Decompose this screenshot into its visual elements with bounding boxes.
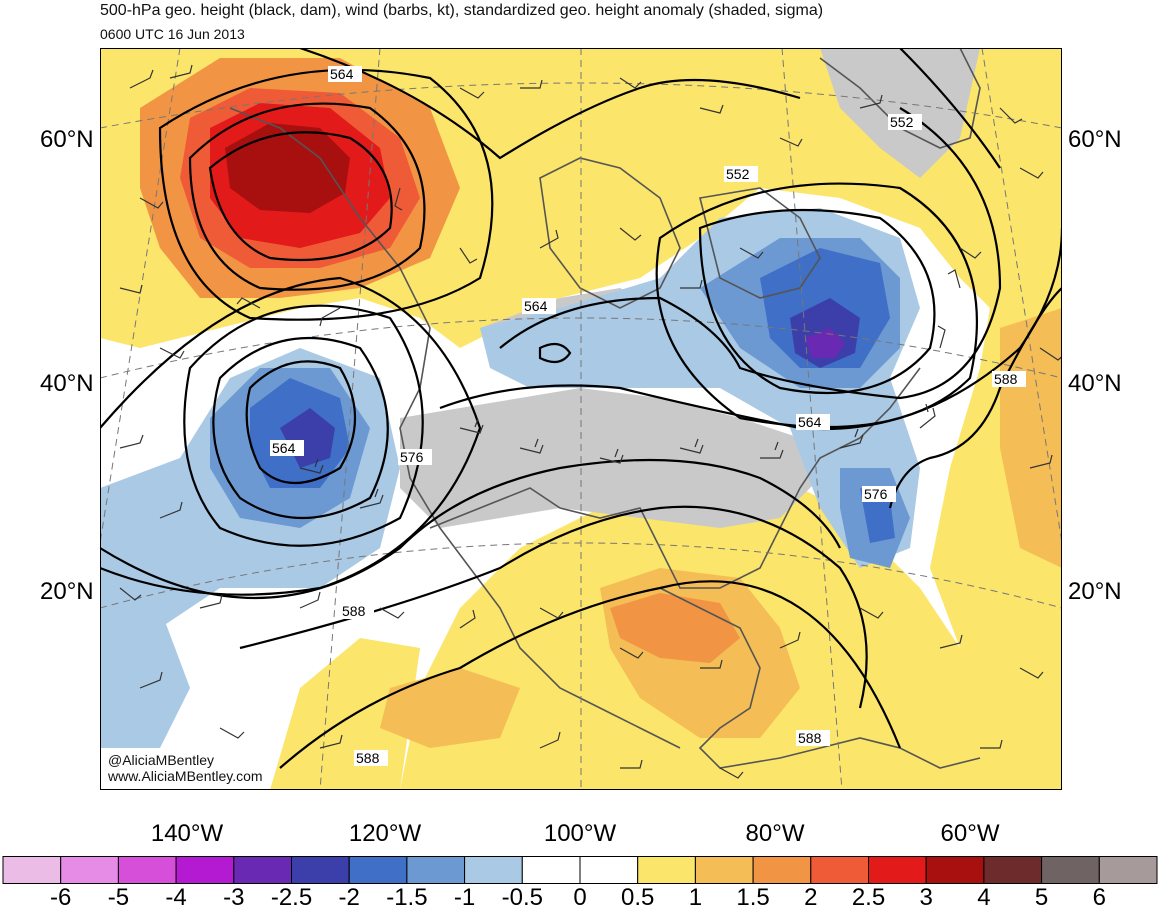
lon-label: 120°W — [348, 820, 422, 847]
lat-label-left: 60°N — [40, 126, 94, 153]
colorbar-swatch — [233, 856, 293, 884]
coastlines — [229, 48, 981, 769]
anomaly-dark-red-alaska — [225, 123, 350, 213]
contour-label: 564 — [272, 440, 296, 456]
contour-label: 564 — [524, 298, 548, 314]
contour-label-bg — [340, 603, 374, 619]
colorbar-label: -5 — [107, 884, 130, 911]
lon-label: 60°W — [940, 820, 1000, 847]
lat-label-right: 60°N — [1068, 126, 1122, 153]
anomaly-light-blue-southwest — [100, 608, 190, 748]
contour-label-bg — [270, 440, 304, 456]
contour-label: 576 — [864, 486, 888, 502]
credit-handle: @AliciaMBentley — [108, 752, 215, 768]
colorbar-label: 4 — [977, 884, 991, 911]
contour-label-bg — [724, 166, 758, 182]
map-title: 500-hPa geo. height (black, dam), wind (… — [100, 2, 824, 19]
anomaly-orange-pacific — [380, 668, 520, 748]
contour-label-bg — [992, 371, 1026, 387]
colorbar-swatch — [175, 856, 235, 884]
map-frame — [100, 48, 1062, 790]
colorbar-label: -6 — [50, 884, 72, 911]
colorbar-swatch — [1041, 856, 1100, 884]
contour-label: 552 — [726, 166, 750, 182]
lat-label-right: 40°N — [1068, 370, 1122, 397]
contour-label-bg — [796, 414, 830, 430]
map-valid-time: 0600 UTC 16 Jun 2013 — [100, 26, 245, 42]
contour-label-bg — [888, 114, 922, 130]
contour-label: 588 — [342, 603, 366, 619]
contour-label: 564 — [798, 414, 822, 430]
colorbar-swatch — [521, 856, 581, 884]
lat-label-left: 20°N — [40, 578, 94, 605]
colorbar-swatch — [752, 856, 812, 884]
colorbar-label: 6 — [1092, 884, 1106, 911]
colorbar-label: -1.5 — [386, 884, 428, 911]
colorbar-swatch — [464, 856, 523, 884]
contour-label-bg — [796, 730, 830, 746]
colorbar-swatch — [810, 856, 869, 884]
lon-label: 100°W — [543, 820, 617, 847]
wind-barbs — [119, 64, 1062, 779]
weather-map: 564 552 552 564 564 576 564 576 588 588 … — [100, 48, 1062, 790]
colorbar-swatch — [348, 856, 408, 884]
colorbar-label: -2.5 — [270, 884, 313, 911]
contour-label-bg — [398, 449, 432, 465]
colorbar-swatch — [983, 856, 1043, 884]
contour-labels: 564 552 552 564 564 576 564 576 588 588 … — [270, 66, 1026, 766]
colorbar-label: 5 — [1034, 884, 1049, 911]
colorbar-swatch — [406, 856, 466, 884]
contour-label-bg — [522, 298, 556, 314]
lon-label: 140°W — [150, 820, 224, 847]
colorbar-swatch — [579, 856, 639, 884]
colorbar-label: 0 — [573, 884, 587, 911]
colorbar-label: -2 — [338, 884, 360, 911]
colorbar-swatch — [694, 856, 754, 884]
credit-website: www.AliciaMBentley.com — [108, 768, 263, 784]
lon-label: 80°W — [745, 820, 805, 847]
colorbar-label: -1 — [453, 884, 476, 911]
contour-label-bg — [328, 66, 362, 82]
colorbar-label: 2 — [804, 884, 818, 911]
colorbar-label: 2.5 — [851, 884, 886, 911]
mask-grey-greenland — [820, 48, 980, 178]
contour-label: 564 — [330, 66, 354, 82]
colorbar-label: 0.5 — [621, 884, 655, 911]
contour-label: 576 — [400, 449, 424, 465]
lat-label-left: 40°N — [40, 370, 94, 397]
colorbar-swatch — [291, 856, 350, 884]
contour-label: 588 — [356, 750, 380, 766]
colorbar-swatch — [2, 856, 62, 884]
lat-label-right: 20°N — [1068, 578, 1122, 605]
colorbar-swatch — [637, 856, 696, 884]
colorbar-label: 1 — [688, 884, 703, 911]
anomaly-light-blue-hudson — [500, 338, 620, 388]
colorbar-label: -3 — [223, 884, 245, 911]
anomaly-orange-gulf — [610, 593, 740, 663]
anomaly-purple-quebec — [805, 328, 845, 358]
colorbar-swatch — [60, 856, 119, 884]
height-contours — [100, 48, 1062, 769]
colorbar-swatch — [925, 856, 985, 884]
colorbar-label: 3 — [919, 884, 933, 911]
colorbar-label: -4 — [165, 884, 187, 911]
contour-label: 552 — [890, 114, 914, 130]
colorbar-swatch — [1098, 856, 1158, 884]
graticule — [100, 48, 1062, 790]
contour-label: 588 — [994, 371, 1018, 387]
colorbar — [2, 856, 1158, 884]
mask-grey-conus — [400, 388, 820, 528]
colorbar-swatch — [117, 856, 177, 884]
contour-label: 588 — [798, 730, 822, 746]
colorbar-swatch — [868, 856, 927, 884]
colorbar-label: 1.5 — [736, 884, 770, 911]
contour-label-bg — [862, 486, 896, 502]
colorbar-label: -0.5 — [501, 884, 543, 911]
contour-label-bg — [354, 750, 388, 766]
